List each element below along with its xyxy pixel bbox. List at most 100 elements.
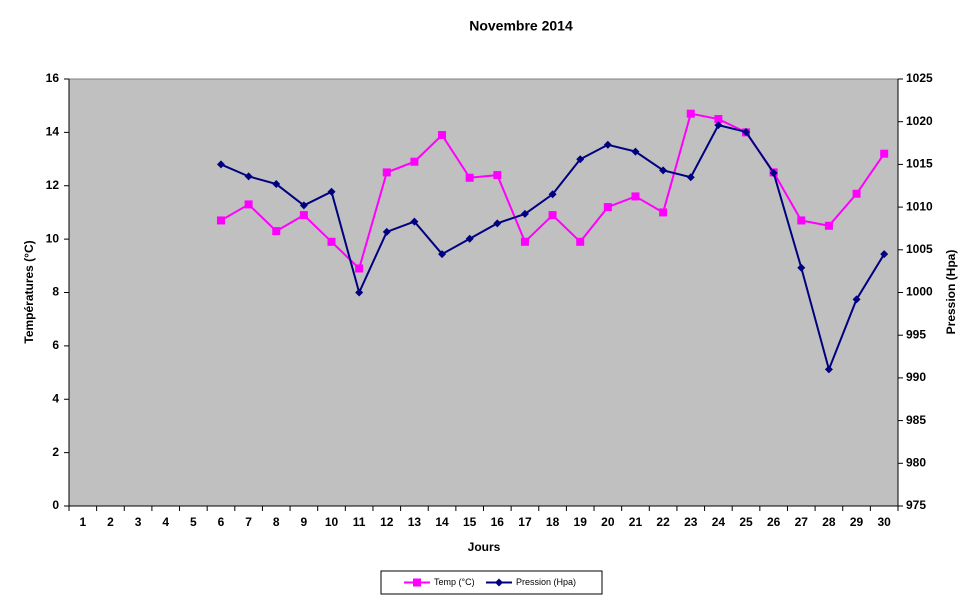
point [493,219,502,228]
point [603,140,612,149]
x-tick-label: 28 [822,515,836,529]
x-tick-label: 16 [491,515,505,529]
point [327,237,336,246]
point [438,250,447,259]
plot-area [68,78,899,507]
x-tick-label: 25 [739,515,753,529]
point [576,237,585,246]
x-tick-label: 1 [79,515,86,529]
point [382,227,391,236]
point [714,121,723,130]
point [520,209,529,218]
x-tick-label: 10 [325,515,339,529]
y2-tick-label: 1025 [906,71,933,85]
point [548,190,557,199]
point [272,180,281,189]
point [438,131,447,140]
point [797,263,806,272]
point [272,227,281,236]
x-tick-label: 6 [218,515,225,529]
point [742,127,751,136]
x-tick-label: 17 [518,515,532,529]
point [686,109,695,118]
chart-title: Novembre 2014 [469,18,573,34]
x-tick-label: 22 [656,515,670,529]
point [216,216,225,225]
y2-tick-label: 1000 [906,285,933,299]
y2-tick-label: 1010 [906,199,933,213]
point [520,237,529,246]
point [410,157,419,166]
point [769,168,778,177]
x-tick-label: 21 [629,515,643,529]
y-tick-label: 6 [52,338,59,352]
y2-tick-label: 995 [906,327,926,341]
point [824,221,833,230]
point [631,147,640,156]
y-tick-label: 14 [46,125,60,139]
x-tick-label: 26 [767,515,781,529]
x-tick-label: 12 [380,515,394,529]
x-tick-label: 8 [273,515,280,529]
point [299,211,308,220]
y-tick-label: 8 [52,285,59,299]
legend-label: Pression (Hpa) [516,577,576,587]
point [880,250,889,259]
point [465,234,474,243]
point [797,216,806,225]
y2-tick-label: 975 [906,498,926,512]
y-tick-label: 4 [52,391,59,405]
point [410,217,419,226]
x-tick-label: 15 [463,515,477,529]
x-tick-label: 30 [878,515,892,529]
point [244,172,253,181]
point [714,115,723,124]
x-tick-label: 19 [574,515,588,529]
y-tick-label: 12 [46,178,60,192]
point [603,203,612,212]
x-tick-label: 11 [353,515,366,529]
y-tick-label: 2 [52,445,59,459]
x-tick-label: 2 [107,515,114,529]
y2-tick-label: 980 [906,455,926,469]
y2-axis-title: Pression (Hpa) [944,250,958,335]
y2-tick-label: 985 [906,413,926,427]
point [327,187,336,196]
point [852,295,861,304]
point [576,155,585,164]
point [880,149,889,158]
legend-label: Temp (°C) [434,577,475,587]
y-tick-label: 16 [46,71,60,85]
y2-tick-label: 1020 [906,114,933,128]
point [495,578,503,587]
point [659,208,668,217]
x-tick-label: 14 [435,515,449,529]
point [852,189,861,198]
point [824,365,833,374]
x-tick-label: 23 [684,515,698,529]
point [216,160,225,169]
x-tick-label: 13 [408,515,422,529]
x-tick-label: 9 [301,515,308,529]
y-tick-label: 10 [46,231,60,245]
y2-tick-label: 1015 [906,157,933,171]
y2-tick-label: 990 [906,370,926,384]
x-tick-label: 5 [190,515,197,529]
point [686,173,695,182]
legend: Temp (°C) Pression (Hpa) [380,570,603,595]
x-tick-label: 20 [601,515,615,529]
x-tick-label: 3 [135,515,142,529]
point [413,578,421,587]
point [631,192,640,201]
x-tick-label: 18 [546,515,560,529]
y2-tick-label: 1005 [906,242,933,256]
x-tick-label: 29 [850,515,864,529]
point [244,200,253,209]
point [355,264,364,273]
x-tick-label: 4 [162,515,169,529]
x-tick-label: 27 [795,515,809,529]
point [382,168,391,177]
x-tick-label: 24 [712,515,726,529]
